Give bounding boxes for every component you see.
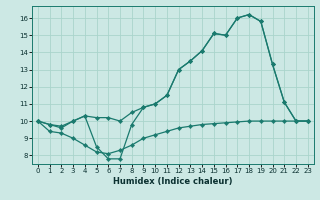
X-axis label: Humidex (Indice chaleur): Humidex (Indice chaleur) [113,177,233,186]
